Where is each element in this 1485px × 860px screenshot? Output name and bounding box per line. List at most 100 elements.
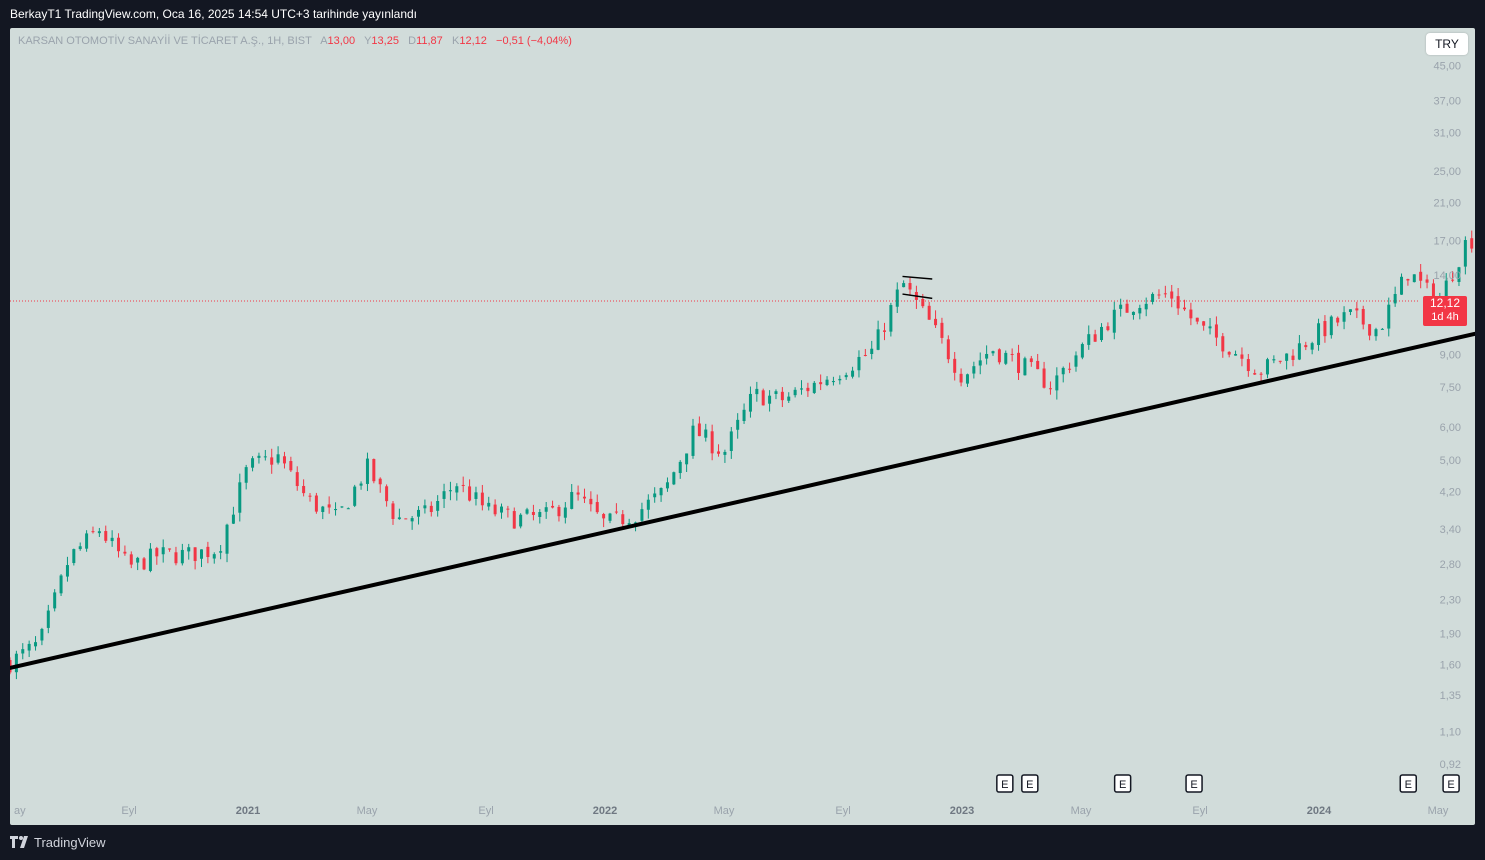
candle-body (646, 499, 650, 510)
y-tick-label: 2,30 (1440, 594, 1461, 606)
candle-body (117, 537, 121, 552)
candle-body (1342, 312, 1346, 322)
y-tick-label: 14,00 (1433, 270, 1461, 282)
candle-body (129, 554, 133, 565)
candle-body (487, 502, 491, 507)
open-label: A (320, 35, 328, 47)
candle-body (729, 431, 733, 451)
axes-layer: 45,00 37,00 31,00 25,00 21,00 17,00 14,00 9,00 7… (14, 61, 1461, 817)
candle-body (1419, 271, 1423, 281)
y-tick-label: 17,00 (1433, 235, 1461, 247)
candle-body (1182, 307, 1186, 310)
candle-body (1004, 352, 1008, 364)
candle-body (14, 653, 18, 673)
earnings-marker[interactable]: E (1442, 774, 1460, 793)
candle-body (1087, 334, 1091, 345)
candle-body (321, 506, 325, 513)
candle-body (1348, 309, 1352, 312)
candle-body (704, 429, 708, 438)
candle-body (27, 643, 31, 651)
x-tick-label: May (1428, 805, 1449, 817)
candle-body (1374, 329, 1378, 337)
candle-body (557, 506, 561, 517)
candle-body (1253, 373, 1257, 375)
events-layer: EEEEEEEE⚡ (996, 774, 1460, 793)
candle-body (187, 547, 191, 552)
earnings-marker[interactable]: E (1113, 774, 1132, 793)
y-tick-label: 31,00 (1433, 127, 1461, 139)
price-chart[interactable]: 45,00 37,00 31,00 25,00 21,00 17,00 14,00 9,00 7… (10, 28, 1475, 825)
candle-body (46, 610, 50, 628)
candle-body (621, 514, 625, 525)
candle-body (1227, 351, 1231, 355)
candle-body (40, 628, 44, 641)
last-price-value: 12,12 (1429, 296, 1461, 310)
y-tick-label: 45,00 (1433, 61, 1461, 73)
candle-body (148, 548, 152, 571)
y-tick-label: 6,00 (1440, 422, 1461, 434)
currency-button[interactable]: TRY (1426, 33, 1468, 55)
flag-lower-line[interactable] (902, 293, 933, 300)
candle-body (800, 388, 804, 390)
earnings-marker-box (1399, 774, 1417, 793)
candle-body (863, 355, 867, 357)
candle-body (1100, 326, 1104, 341)
candle-body (1144, 303, 1148, 310)
candle-body (442, 491, 446, 499)
x-tick-label: Eyl (478, 805, 493, 817)
candle-body (372, 459, 376, 482)
candle-body (678, 461, 682, 474)
candle-body (378, 478, 382, 485)
trendline[interactable] (10, 268, 1475, 670)
candle-body (1170, 291, 1174, 299)
earnings-marker[interactable]: E (1021, 774, 1039, 793)
earnings-marker-box (1185, 774, 1203, 793)
tradingview-logo-icon (10, 836, 28, 848)
candle-body (665, 482, 669, 489)
y-tick-label: 9,00 (1440, 349, 1461, 361)
candle-body (787, 396, 791, 401)
y-tick-label: 1,60 (1440, 659, 1461, 671)
chart-pane[interactable]: 45,00 37,00 31,00 25,00 21,00 17,00 14,00 9,00 7… (10, 28, 1475, 825)
earnings-marker[interactable]: E (1399, 774, 1417, 793)
candle-body (417, 509, 421, 517)
candle-body (385, 486, 389, 502)
candle-body (21, 649, 25, 654)
candle-body (282, 456, 286, 464)
candle-body (1380, 328, 1384, 330)
candle-body (991, 351, 995, 354)
candle-body (1297, 343, 1301, 360)
candle-body (1157, 294, 1161, 296)
candle-body (519, 514, 523, 527)
candle-body (1310, 343, 1314, 350)
candle-body (755, 388, 759, 395)
candle-body (582, 496, 586, 499)
candle-body (1080, 344, 1084, 358)
flag-upper-line[interactable] (902, 275, 933, 280)
candle-body (289, 461, 293, 471)
symbol-legend: KARSAN OTOMOTİV SANAYİİ VE TİCARET A.Ş.,… (18, 35, 572, 47)
candle-body (876, 329, 880, 350)
candle-body (365, 458, 369, 484)
candle-body (1068, 368, 1072, 370)
candle-body (429, 505, 433, 513)
high-label: Y (364, 35, 372, 47)
candle-body (1208, 326, 1212, 329)
candle-body (717, 451, 721, 454)
candle-body (212, 554, 216, 559)
earnings-marker[interactable]: E (1185, 774, 1203, 793)
earnings-marker[interactable]: E (996, 774, 1014, 793)
candle-body (1195, 317, 1199, 322)
candle-body (493, 504, 497, 515)
candle-body (1048, 388, 1052, 390)
candle-body (1112, 309, 1116, 333)
candle-body (1304, 345, 1308, 348)
candle-body (857, 356, 861, 371)
candle-body (65, 565, 69, 577)
candle-body (461, 484, 465, 486)
candle-body (506, 508, 510, 510)
candle-body (1055, 375, 1059, 391)
candle-body (1425, 279, 1429, 283)
candle-body (978, 360, 982, 366)
candle-body (136, 557, 140, 563)
